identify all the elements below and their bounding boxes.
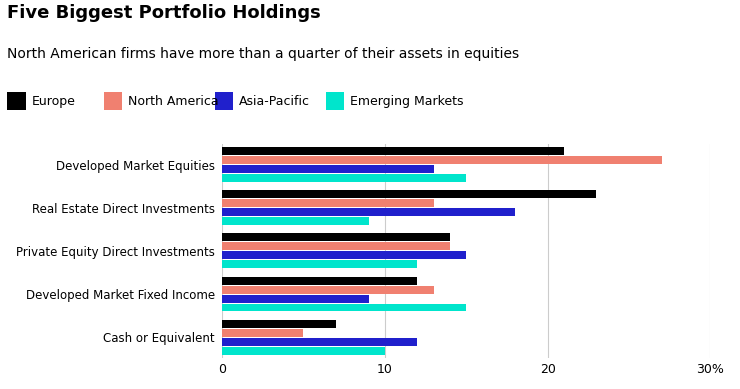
Bar [222,174,466,182]
Bar [222,286,434,294]
Bar [222,208,515,216]
Bar [222,147,564,155]
Bar [222,190,596,198]
Bar [222,320,336,328]
Bar [222,199,434,207]
Text: Five Biggest Portfolio Holdings: Five Biggest Portfolio Holdings [7,4,321,22]
Text: Emerging Markets: Emerging Markets [350,95,463,108]
Bar [222,165,434,173]
Bar [222,338,417,346]
Bar [222,251,466,259]
Bar [222,217,369,225]
Text: North America: North America [128,95,218,108]
Bar [222,233,450,242]
Text: Asia-Pacific: Asia-Pacific [239,95,310,108]
Bar [222,294,369,303]
Bar [222,260,417,268]
Bar [222,156,662,164]
Bar [222,347,385,355]
Bar [222,242,450,251]
Bar [222,303,466,312]
Bar [222,329,303,336]
Bar [222,277,417,284]
Text: Europe: Europe [32,95,75,108]
Text: North American firms have more than a quarter of their assets in equities: North American firms have more than a qu… [7,47,519,61]
